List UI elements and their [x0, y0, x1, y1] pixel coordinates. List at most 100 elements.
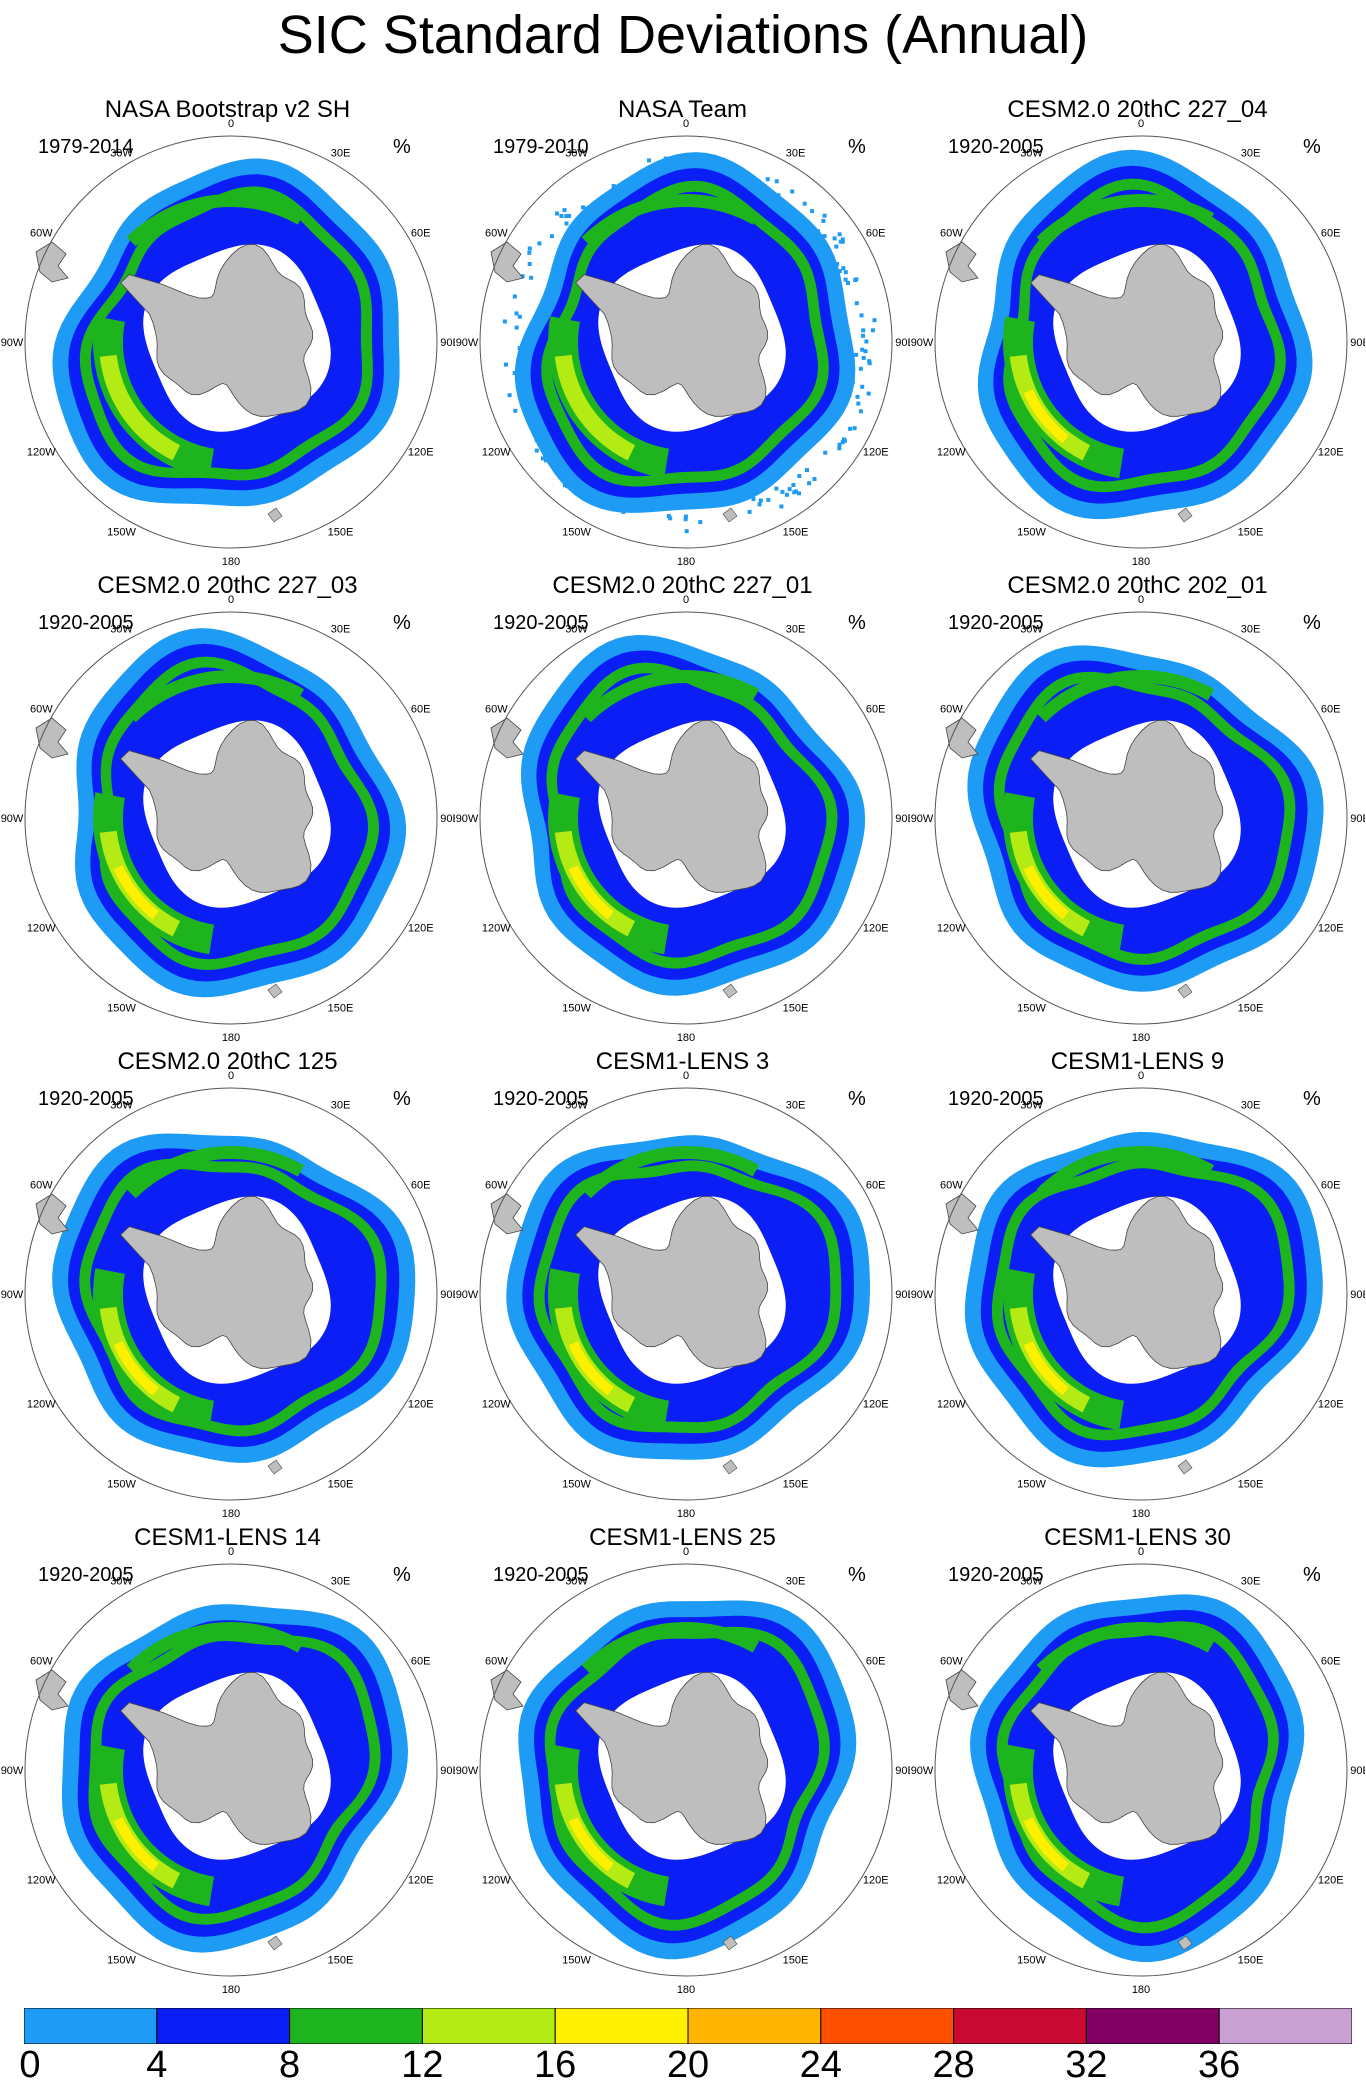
panel-period: 1920-2005: [38, 1564, 134, 1587]
longitude-label: 120W: [27, 1399, 56, 1411]
longitude-label: 90E: [440, 1289, 455, 1301]
polar-map: 0 30E 60E 90E 120E 150E 180 150W 120W 90W 60W 30W: [455, 572, 910, 1048]
sic-speckle: [565, 222, 569, 226]
longitude-label: 90E: [440, 1765, 455, 1777]
longitude-label: 60W: [485, 704, 508, 716]
sic-speckle: [864, 349, 868, 353]
polar-map: 0 30E 60E 90E 120E 150E 180 150W 120W 90W 60W 30W: [910, 96, 1365, 572]
longitude-label: 150E: [783, 1955, 809, 1967]
panel-period: 1979-2014: [38, 136, 134, 159]
colorbar-tick-label: 24: [800, 2044, 842, 2087]
map-panel: 0 30E 60E 90E 120E 150E 180 150W 120W 90W 60W 30W CE…: [910, 1524, 1365, 2000]
sic-speckle: [785, 493, 789, 497]
figure-title: SIC Standard Deviations (Annual): [0, 4, 1366, 66]
polar-map: 0 30E 60E 90E 120E 150E 180 150W 120W 90W 60W 30W: [0, 96, 455, 572]
new-zealand-tip: [268, 508, 282, 522]
longitude-label: 120W: [482, 1875, 511, 1887]
colorbar-segment: [24, 2008, 157, 2044]
polar-map: 0 30E 60E 90E 120E 150E 180 150W 120W 90W 60W 30W: [910, 572, 1365, 1048]
longitude-label: 60E: [411, 228, 431, 240]
longitude-label: 180: [222, 1032, 240, 1044]
longitude-label: 180: [677, 556, 695, 568]
longitude-label: 90W: [456, 813, 479, 825]
longitude-label: 120E: [863, 447, 889, 459]
sic-speckle: [559, 214, 563, 218]
longitude-label: 90W: [911, 1289, 934, 1301]
longitude-label: 150E: [783, 1479, 809, 1491]
longitude-label: 60W: [940, 228, 963, 240]
panel-title: NASA Bootstrap v2 SH: [0, 96, 455, 124]
longitude-label: 120E: [408, 447, 434, 459]
colorbar-segment: [1086, 2008, 1219, 2044]
panel-title: CESM2.0 20thC 227_03: [0, 572, 455, 600]
longitude-label: 180: [1132, 556, 1150, 568]
longitude-label: 150W: [1017, 1003, 1046, 1015]
longitude-label: 90W: [1, 813, 24, 825]
sic-speckle: [834, 245, 838, 249]
longitude-label: 60E: [866, 1180, 886, 1192]
longitude-label: 30E: [1241, 1099, 1261, 1111]
longitude-label: 90W: [456, 1765, 479, 1777]
sic-speckle: [797, 474, 801, 478]
sic-speckle: [805, 468, 809, 472]
new-zealand-tip: [1178, 1460, 1192, 1474]
longitude-label: 90E: [440, 337, 455, 349]
sic-speckle: [504, 363, 508, 367]
longitude-label: 30E: [786, 147, 806, 159]
sic-speckle: [550, 234, 554, 238]
longitude-label: 60E: [1321, 704, 1341, 716]
sic-speckle: [797, 491, 801, 495]
panel-period: 1920-2005: [38, 612, 134, 635]
longitude-label: 60W: [485, 1180, 508, 1192]
panel-title: CESM2.0 20thC 125: [0, 1048, 455, 1076]
longitude-label: 90E: [440, 813, 455, 825]
longitude-label: 90W: [911, 1765, 934, 1777]
colorbar-segment: [290, 2008, 423, 2044]
longitude-label: 90W: [1, 1765, 24, 1777]
polar-map: 0 30E 60E 90E 120E 150E 180 150W 120W 90W 60W 30W: [455, 96, 910, 572]
longitude-label: 120E: [863, 1399, 889, 1411]
sic-speckle: [867, 392, 871, 396]
sic-speckle: [555, 212, 559, 216]
longitude-label: 90E: [1350, 1289, 1365, 1301]
sic-speckle: [535, 449, 539, 453]
longitude-label: 150E: [1238, 1479, 1264, 1491]
longitude-label: 150E: [328, 1955, 354, 1967]
longitude-label: 120W: [937, 447, 966, 459]
sic-speckle: [788, 487, 792, 491]
sic-speckle: [867, 359, 871, 363]
sic-speckle: [844, 270, 848, 274]
panel-unit: %: [1303, 136, 1321, 159]
sic-speckle: [791, 483, 795, 487]
sic-speckle: [758, 502, 762, 506]
panel-unit: %: [393, 612, 411, 635]
sic-speckle: [846, 281, 850, 285]
panel-period: 1920-2005: [493, 1564, 589, 1587]
longitude-label: 150E: [783, 1003, 809, 1015]
sic-speckle: [780, 490, 784, 494]
longitude-label: 120W: [937, 1875, 966, 1887]
longitude-label: 180: [677, 1508, 695, 1520]
sic-speckle: [843, 439, 847, 443]
panel-title: NASA Team: [455, 96, 910, 124]
colorbar-tick-label: 36: [1198, 2044, 1240, 2087]
sic-speckle: [813, 477, 817, 481]
new-zealand-tip: [723, 984, 737, 998]
longitude-label: 60E: [1321, 1180, 1341, 1192]
longitude-label: 150W: [1017, 1479, 1046, 1491]
sic-speckle: [848, 427, 852, 431]
sic-speckle: [860, 313, 864, 317]
longitude-label: 120E: [1318, 923, 1344, 935]
panel-period: 1920-2005: [948, 612, 1044, 635]
colorbar-tick-label: 32: [1065, 2044, 1107, 2087]
longitude-label: 90W: [1, 337, 24, 349]
longitude-label: 120E: [1318, 1399, 1344, 1411]
new-zealand-tip: [1178, 984, 1192, 998]
polar-map: 0 30E 60E 90E 120E 150E 180 150W 120W 90W 60W 30W: [0, 572, 455, 1048]
sic-speckle: [823, 214, 827, 218]
longitude-label: 120E: [408, 1875, 434, 1887]
longitude-label: 150W: [562, 527, 591, 539]
longitude-label: 150E: [1238, 1003, 1264, 1015]
longitude-label: 30E: [331, 1575, 351, 1587]
map-panel: 0 30E 60E 90E 120E 150E 180 150W 120W 90W 60W 30W CE…: [455, 572, 910, 1048]
